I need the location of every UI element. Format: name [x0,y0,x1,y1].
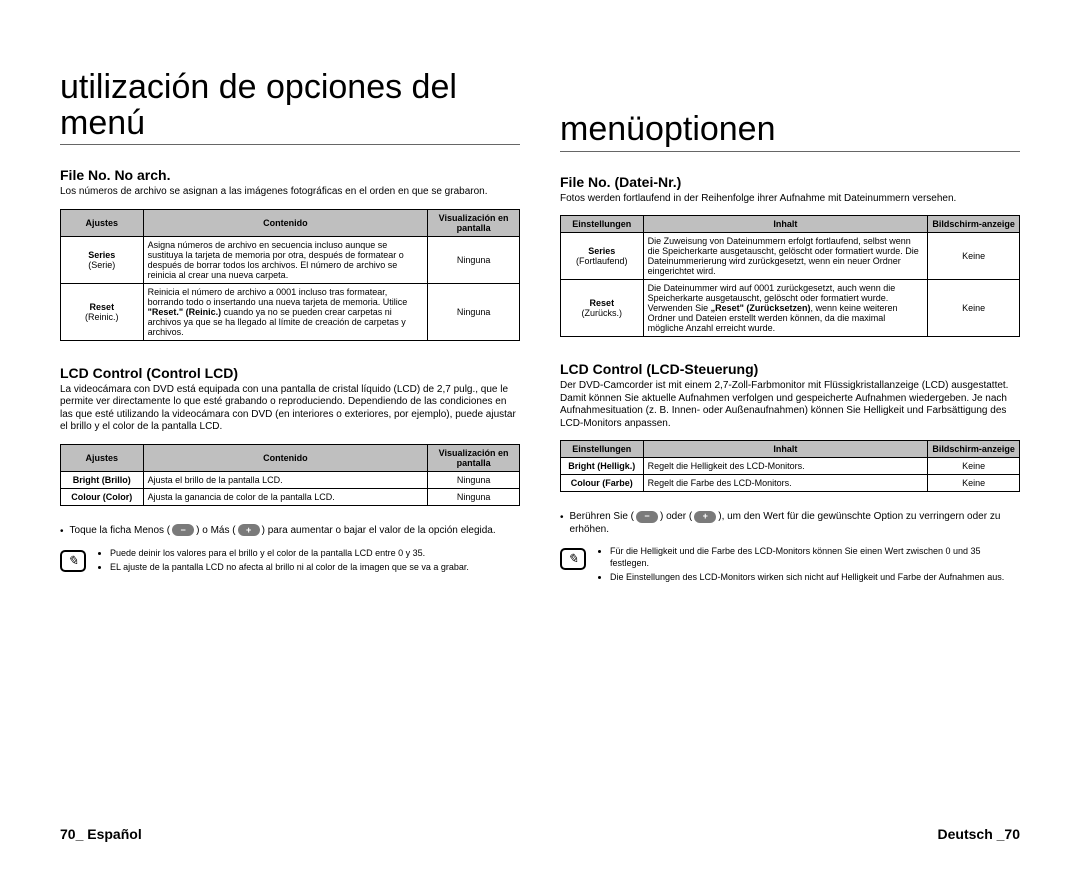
table-row: Series(Serie) Asigna números de archivo … [61,236,520,283]
note-content: Puede deinir los valores para el brillo … [96,548,469,575]
cell-content: Regelt die Farbe des LCD-Monitors. [643,475,928,492]
table-row: Reset(Zurücks.) Die Dateinummer wird auf… [561,280,1020,337]
table-fileno-de: Einstellungen Inhalt Bildschirm-anzeige … [560,215,1020,337]
table-fileno-es: Ajustes Contenido Visualización en panta… [60,209,520,341]
cell-content: Regelt die Helligkeit des LCD-Monitors. [643,458,928,475]
th: Visualización en pantalla [428,444,520,471]
intro-fileno-es: Los números de archivo se asignan a las … [60,186,520,199]
th: Einstellungen [561,441,644,458]
th: Ajustes [61,444,144,471]
bullet-text: Berühren Sie (−) oder (+), um den Wert f… [570,510,1020,536]
cell-content: Ajusta la ganancia de color de la pantal… [143,488,428,505]
bullet-touch-de: • Berühren Sie (−) oder (+), um den Wert… [560,510,1020,536]
cell-display: Keine [928,458,1020,475]
cell-label: Colour (Color) [61,488,144,505]
page-title-de: menüoptionen [560,112,1020,152]
cell-label: Bright (Brillo) [61,471,144,488]
bullet-icon: • [560,511,564,524]
cell-label: Series(Fortlaufend) [561,233,644,280]
cell-display: Ninguna [428,236,520,283]
page-title-es: utilización de opciones del menú [60,70,520,145]
page-container: utilización de opciones del menú File No… [0,0,1080,886]
heading-lcd-es: LCD Control (Control LCD) [60,365,520,381]
bullet-touch-es: • Toque la ficha Menos (−) o Más (+) par… [60,524,520,538]
bullet-icon: • [60,525,64,538]
intro-lcd-es: La videocámara con DVD está equipada con… [60,384,520,434]
table-row: Colour (Farbe) Regelt die Farbe des LCD-… [561,475,1020,492]
note-item: Puede deinir los valores para el brillo … [110,548,469,560]
table-lcd-es: Ajustes Contenido Visualización en panta… [60,444,520,506]
cell-content: Ajusta el brillo de la pantalla LCD. [143,471,428,488]
column-german: menüoptionen File No. (Datei-Nr.) Fotos … [560,70,1020,846]
cell-display: Ninguna [428,283,520,340]
heading-fileno-es: File No. No arch. [60,167,520,183]
th: Einstellungen [561,216,644,233]
intro-lcd-de: Der DVD-Camcorder ist mit einem 2,7-Zoll… [560,380,1020,430]
cell-display: Ninguna [428,471,520,488]
cell-content: Reinicia el número de archivo a 0001 inc… [143,283,428,340]
cell-content: Die Dateinummer wird auf 0001 zurückgese… [643,280,928,337]
th: Visualización en pantalla [428,209,520,236]
table-row: Colour (Color) Ajusta la ganancia de col… [61,488,520,505]
note-box-es: ✎ Puede deinir los valores para el brill… [60,548,520,575]
table-row: Bright (Helligk.) Regelt die Helligkeit … [561,458,1020,475]
th: Inhalt [643,216,928,233]
note-icon: ✎ [560,548,586,570]
note-item: Die Einstellungen des LCD-Monitors wirke… [610,572,1020,584]
cell-content: Die Zuweisung von Dateinummern erfolgt f… [643,233,928,280]
note-item: EL ajuste de la pantalla LCD no afecta a… [110,562,469,574]
cell-display: Ninguna [428,488,520,505]
plus-icon: + [238,524,260,536]
table-row: Bright (Brillo) Ajusta el brillo de la p… [61,471,520,488]
bullet-text: Toque la ficha Menos (−) o Más (+) para … [70,524,496,537]
page-footer: 70_ Español Deutsch _70 [60,826,1020,842]
th: Contenido [143,209,428,236]
note-box-de: ✎ Für die Helligkeit und die Farbe des L… [560,546,1020,585]
column-spanish: utilización de opciones del menú File No… [60,70,520,846]
th: Inhalt [643,441,928,458]
th: Contenido [143,444,428,471]
table-lcd-de: Einstellungen Inhalt Bildschirm-anzeige … [560,440,1020,492]
heading-fileno-de: File No. (Datei-Nr.) [560,174,1020,190]
cell-display: Keine [928,233,1020,280]
cell-display: Keine [928,280,1020,337]
cell-label: Series(Serie) [61,236,144,283]
th: Bildschirm-anzeige [928,441,1020,458]
cell-display: Keine [928,475,1020,492]
plus-icon: + [694,511,716,523]
intro-fileno-de: Fotos werden fortlaufend in der Reihenfo… [560,193,1020,206]
footer-right: Deutsch _70 [938,826,1020,842]
note-content: Für die Helligkeit und die Farbe des LCD… [596,546,1020,585]
table-row: Series(Fortlaufend) Die Zuweisung von Da… [561,233,1020,280]
note-item: Für die Helligkeit und die Farbe des LCD… [610,546,1020,569]
cell-content: Asigna números de archivo en secuencia i… [143,236,428,283]
heading-lcd-de: LCD Control (LCD-Steuerung) [560,361,1020,377]
footer-left: 70_ Español [60,826,142,842]
table-row: Reset(Reinic.) Reinicia el número de arc… [61,283,520,340]
minus-icon: − [636,511,658,523]
cell-label: Reset(Reinic.) [61,283,144,340]
note-icon: ✎ [60,550,86,572]
th: Ajustes [61,209,144,236]
cell-label: Colour (Farbe) [561,475,644,492]
minus-icon: − [172,524,194,536]
th: Bildschirm-anzeige [928,216,1020,233]
cell-label: Reset(Zurücks.) [561,280,644,337]
cell-label: Bright (Helligk.) [561,458,644,475]
